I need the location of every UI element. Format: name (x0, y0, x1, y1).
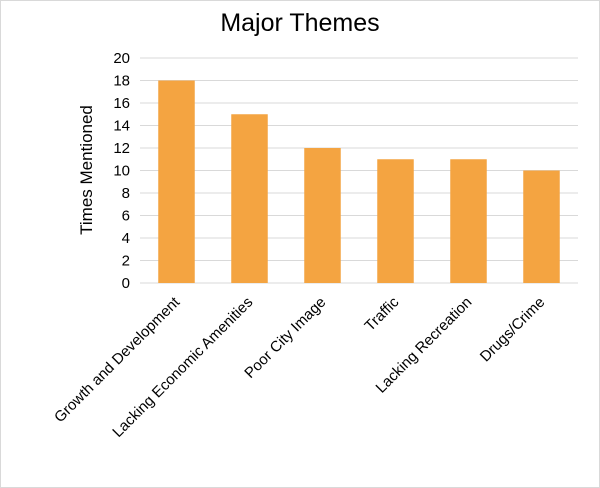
bar (304, 148, 341, 283)
y-tick-label: 20 (113, 50, 130, 67)
y-tick-label: 14 (113, 118, 130, 135)
x-tick-label: Traffic (361, 293, 402, 334)
bar (231, 114, 268, 283)
y-tick-label: 2 (122, 253, 130, 270)
y-tick-label: 12 (113, 140, 130, 157)
bar (523, 170, 560, 283)
y-tick-label: 8 (122, 185, 130, 202)
y-tick-label: 0 (122, 275, 130, 292)
bar (377, 159, 414, 283)
y-axis-ticks: 0 2 4 6 8 10 12 14 16 18 20 (113, 50, 130, 292)
x-tick-label: Growth and Development (51, 293, 184, 426)
y-tick-label: 10 (113, 163, 130, 180)
gridlines (140, 57, 578, 284)
y-tick-label: 16 (113, 95, 130, 112)
x-tick-label: Drugs/Crime (477, 294, 549, 366)
y-axis-label: Times Mentioned (77, 105, 96, 235)
y-tick-label: 4 (122, 230, 130, 247)
chart-title: Major Themes (220, 9, 379, 37)
bar (450, 159, 487, 283)
x-tick-label: Lacking Economic Amenities (109, 294, 256, 441)
bars (158, 80, 560, 283)
y-tick-label: 18 (113, 73, 130, 90)
bar (158, 80, 195, 283)
y-tick-label: 6 (122, 208, 130, 225)
